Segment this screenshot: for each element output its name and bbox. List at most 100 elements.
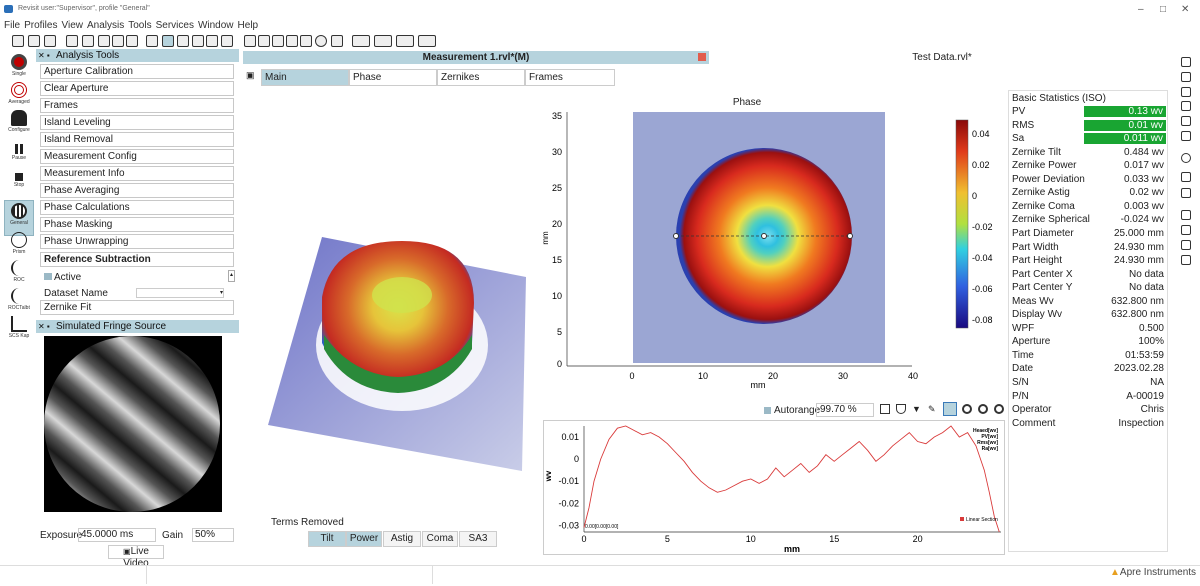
term-astig-button[interactable]: Astig <box>383 531 421 547</box>
side-gear-icon[interactable] <box>1181 153 1191 163</box>
side-save-icon[interactable] <box>1181 87 1191 97</box>
tree-icon[interactable] <box>44 35 56 47</box>
tool-reference-subtraction[interactable]: Reference Subtraction <box>40 252 234 267</box>
surface-3d-view[interactable] <box>262 225 528 475</box>
tool-frames[interactable]: Frames <box>40 98 234 113</box>
tool-aperture-calibration[interactable]: Aperture Calibration <box>40 64 234 79</box>
zoom-in-icon[interactable] <box>978 404 988 414</box>
side-chart-icon[interactable] <box>1181 188 1191 198</box>
side-export-icon[interactable] <box>1181 225 1191 235</box>
flag-icon[interactable] <box>221 35 233 47</box>
general-button[interactable]: General <box>4 200 34 236</box>
zoom-out-icon[interactable] <box>994 404 1004 414</box>
wrench-icon[interactable] <box>112 35 124 47</box>
tab-measurement[interactable]: Measurement 1.rvl*(M) <box>243 51 709 64</box>
side-doc2-icon[interactable] <box>1181 116 1191 126</box>
menu-services[interactable]: Services <box>155 20 194 31</box>
menu-window[interactable]: Window <box>197 20 234 31</box>
save-disk-icon[interactable] <box>286 35 298 47</box>
tab-close-icon[interactable] <box>698 53 706 61</box>
side-doc3-icon[interactable] <box>1181 131 1191 141</box>
prism-button[interactable]: Prism <box>4 230 34 266</box>
profile-filter-icon[interactable]: ▼ <box>912 404 921 414</box>
zoom-icon[interactable] <box>962 404 972 414</box>
new-file-icon[interactable] <box>12 35 24 47</box>
phase-map[interactable]: 35 30 25 20 15 10 5 0 0 10 20 30 40 mm m… <box>540 106 1000 392</box>
dataset-name-select[interactable]: ▾ <box>136 288 224 298</box>
autorange-checkbox[interactable] <box>764 407 771 414</box>
clipboard-icon[interactable] <box>331 35 343 47</box>
subtab-phase[interactable]: Phase <box>349 69 437 86</box>
profile-shield-icon[interactable] <box>896 404 906 414</box>
side-report-icon[interactable] <box>1181 255 1191 265</box>
cursor-dropdown-icon[interactable] <box>396 35 414 47</box>
subtab-zernikes[interactable]: Zernikes <box>437 69 525 86</box>
ruler-dropdown-icon[interactable] <box>374 35 392 47</box>
menu-help[interactable]: Help <box>237 20 259 31</box>
autorange-input[interactable]: 99.70 % <box>816 403 874 417</box>
tool-island-removal[interactable]: Island Removal <box>40 132 234 147</box>
section-handle-center[interactable] <box>761 233 767 239</box>
profile-copy-icon[interactable] <box>880 404 890 414</box>
side-open-icon[interactable] <box>1181 210 1191 220</box>
side-stack-icon[interactable] <box>1181 172 1191 182</box>
stop-button[interactable]: Stop <box>4 168 34 204</box>
roc-button[interactable]: ROC <box>4 258 34 294</box>
grid-icon[interactable] <box>162 35 174 47</box>
close-button[interactable]: ✕ <box>1181 4 1190 15</box>
side-doc-icon[interactable] <box>1181 57 1191 67</box>
tool-measurement-config[interactable]: Measurement Config <box>40 149 234 164</box>
measure-dropdown-icon[interactable] <box>418 35 436 47</box>
configure-button[interactable]: Configure <box>4 108 34 144</box>
section-handle-left[interactable] <box>673 233 679 239</box>
tab-test-data[interactable]: Test Data.rvl* <box>712 51 1172 64</box>
tool-measurement-info[interactable]: Measurement Info <box>40 166 234 181</box>
menu-tools[interactable]: Tools <box>128 20 152 31</box>
profile-fit-icon[interactable] <box>943 402 957 416</box>
pause-button[interactable]: Pause <box>4 140 34 176</box>
open-folder-icon[interactable] <box>66 35 78 47</box>
doc-a-icon[interactable] <box>244 35 256 47</box>
term-power-button[interactable]: Power <box>346 531 382 547</box>
tool-phase-averaging[interactable]: Phase Averaging <box>40 183 234 198</box>
menu-analysis[interactable]: Analysis <box>86 20 125 31</box>
active-spin[interactable]: ▴ <box>228 270 235 282</box>
section-handle-right[interactable] <box>847 233 853 239</box>
tool-clear-aperture[interactable]: Clear Aperture <box>40 81 234 96</box>
tool-phase-calculations[interactable]: Phase Calculations <box>40 200 234 215</box>
doc-b-icon[interactable] <box>258 35 270 47</box>
panel-close-icon[interactable]: ✕ ▪ <box>38 322 50 331</box>
tool-phase-unwrapping[interactable]: Phase Unwrapping <box>40 234 234 249</box>
marker-dropdown-icon[interactable] <box>352 35 370 47</box>
eye-icon[interactable] <box>315 35 327 47</box>
subtab-frames[interactable]: Frames <box>525 69 615 86</box>
active-checkbox[interactable] <box>44 273 52 280</box>
live-video-button[interactable]: ▣Live Video <box>108 545 164 569</box>
menu-view[interactable]: View <box>61 20 83 31</box>
single-button[interactable]: Single <box>4 52 34 88</box>
subtab-main[interactable]: Main <box>261 69 349 86</box>
term-sa3-button[interactable]: SA3 <box>459 531 497 547</box>
pin-icon[interactable]: ▣ <box>246 70 255 80</box>
profile-chart[interactable]: 0 5 10 15 20 0.01 0 -0.01 -0.02 -0.03 mm wv Heaed… <box>543 420 1005 555</box>
averaged-button[interactable]: Averaged <box>4 80 34 116</box>
save-icon[interactable] <box>98 35 110 47</box>
menu-profiles[interactable]: Profiles <box>24 20 58 31</box>
maximize-button[interactable]: □ <box>1160 4 1167 15</box>
transfer-icon[interactable] <box>192 35 204 47</box>
profile-wrench-icon[interactable]: ✎ <box>928 404 936 414</box>
coffee-icon[interactable] <box>177 35 189 47</box>
person-icon[interactable] <box>146 35 158 47</box>
exposure-input[interactable]: 45.0000 ms <box>78 528 156 542</box>
tool-island-leveling[interactable]: Island Leveling <box>40 115 234 130</box>
chart-icon[interactable] <box>126 35 138 47</box>
side-disk-icon[interactable] <box>1181 240 1191 250</box>
scs-kap-button[interactable]: SCS Kap <box>4 314 34 350</box>
term-coma-button[interactable]: Coma <box>422 531 458 547</box>
tool-phase-masking[interactable]: Phase Masking <box>40 217 234 232</box>
gain-input[interactable]: 50% <box>192 528 234 542</box>
panel-close-icon[interactable]: ✕ ▪ <box>38 51 50 60</box>
settings-gear-icon[interactable] <box>28 35 40 47</box>
roc-talbot-button[interactable]: ROCTalbt <box>4 286 34 322</box>
save-alt-icon[interactable] <box>300 35 312 47</box>
